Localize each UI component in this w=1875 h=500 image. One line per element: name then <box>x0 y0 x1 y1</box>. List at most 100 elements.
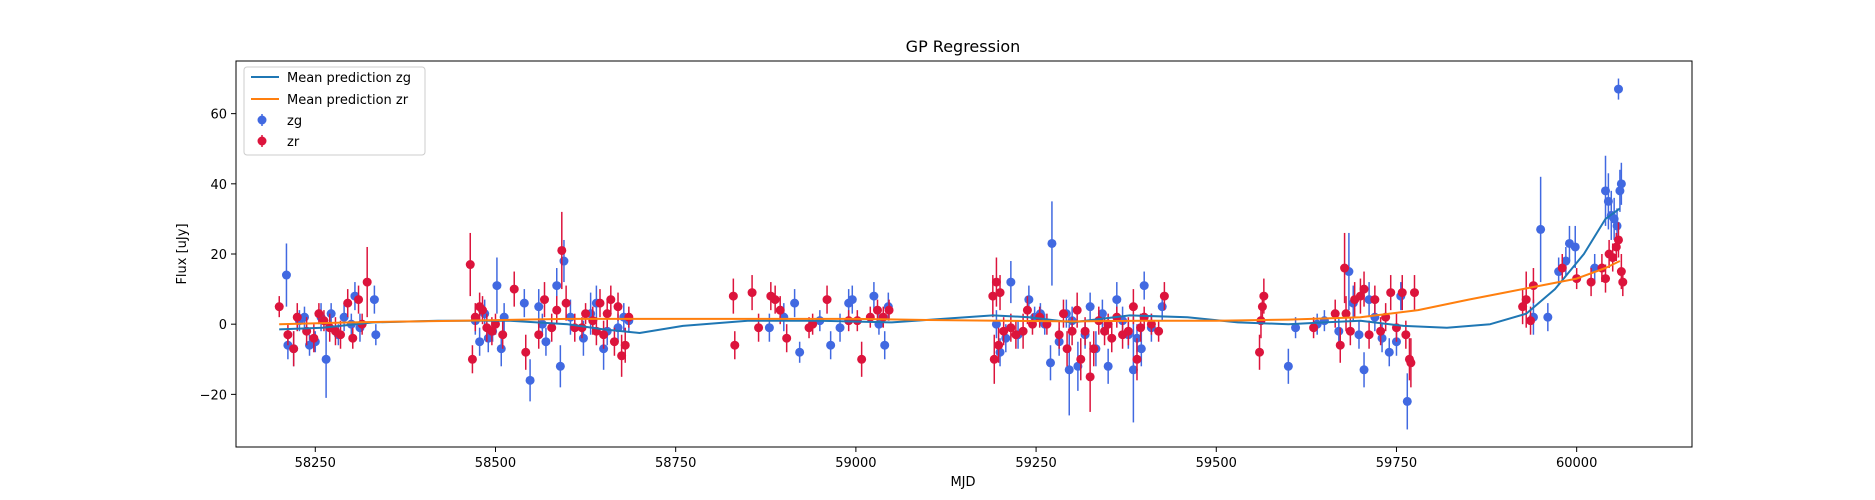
point-zr <box>730 340 740 350</box>
point-zr <box>1062 344 1072 354</box>
point-zr <box>498 330 508 340</box>
legend-label-zr: zr <box>287 135 300 150</box>
point-zr <box>1406 358 1416 368</box>
point-zg <box>1136 344 1146 354</box>
point-zg <box>565 312 575 322</box>
point-zg <box>1128 365 1138 375</box>
point-zg <box>1384 347 1394 357</box>
point-zg <box>371 330 381 340</box>
point-zr <box>1345 326 1355 336</box>
y-tick-label: 20 <box>210 248 227 263</box>
chart-title: GP Regression <box>906 37 1021 56</box>
legend-box <box>243 66 426 156</box>
point-zr <box>999 326 1009 336</box>
point-zr <box>1401 330 1411 340</box>
point-zr <box>873 305 883 315</box>
point-zr <box>1154 326 1164 336</box>
point-zg <box>1613 84 1623 94</box>
point-zg <box>339 312 349 322</box>
plot-content <box>274 78 1628 430</box>
point-zr <box>1340 263 1350 273</box>
point-zr <box>1058 309 1068 319</box>
point-zr <box>487 326 497 336</box>
point-zr <box>1618 277 1628 287</box>
point-zr <box>521 347 531 357</box>
x-axis-label: MJD <box>950 475 975 490</box>
point-zg <box>492 281 502 291</box>
point-zg <box>1047 238 1057 248</box>
point-zr <box>857 354 867 364</box>
point-zr <box>1586 277 1596 287</box>
point-zg <box>555 361 565 371</box>
y-tick-label: 40 <box>210 178 227 193</box>
x-tick-label: 59250 <box>1015 456 1056 471</box>
point-zg <box>1006 277 1016 287</box>
point-zr <box>989 354 999 364</box>
point-zr <box>354 295 364 305</box>
point-zr <box>539 295 549 305</box>
point-zr <box>552 305 562 315</box>
point-zr <box>1054 330 1064 340</box>
point-zr <box>1364 330 1374 340</box>
point-zr <box>1018 326 1028 336</box>
point-zr <box>782 333 792 343</box>
point-zr <box>599 330 609 340</box>
point-zr <box>1128 302 1138 312</box>
point-zr <box>808 319 818 329</box>
point-zr <box>509 284 519 294</box>
point-zr <box>547 323 557 333</box>
point-zg <box>1370 312 1380 322</box>
point-zg <box>525 375 535 385</box>
point-zr <box>728 291 738 301</box>
x-tick-label: 59750 <box>1376 456 1417 471</box>
point-zg <box>1612 221 1622 231</box>
point-zg <box>835 323 845 333</box>
point-zg <box>1064 365 1074 375</box>
point-zg <box>1359 365 1369 375</box>
point-zr <box>274 302 284 312</box>
point-zr <box>336 330 346 340</box>
point-zg <box>534 302 544 312</box>
point-zr <box>754 323 764 333</box>
point-zg <box>995 347 1005 357</box>
y-axis: −20 0 20 40 60 <box>200 108 236 403</box>
point-zr <box>595 298 605 308</box>
point-zg <box>1103 361 1113 371</box>
point-zr <box>1076 354 1086 364</box>
point-zr <box>613 302 623 312</box>
point-zg <box>1616 179 1626 189</box>
point-zr <box>1518 302 1528 312</box>
point-zr <box>283 330 293 340</box>
point-zr <box>1616 267 1626 277</box>
point-zr <box>1089 344 1099 354</box>
point-zr <box>620 340 630 350</box>
x-tick-label: 58500 <box>475 456 516 471</box>
point-zr <box>1521 295 1531 305</box>
point-zr <box>1397 288 1407 298</box>
point-zr <box>314 309 324 319</box>
point-zr <box>309 333 319 343</box>
point-zg <box>369 295 379 305</box>
point-zr <box>1526 316 1536 326</box>
point-zg <box>483 333 493 343</box>
point-zr <box>606 295 616 305</box>
point-zg <box>1291 323 1301 333</box>
legend-label-gp-zg: Mean prediction zg <box>287 71 411 86</box>
point-zr <box>1259 291 1269 301</box>
point-zg <box>847 295 857 305</box>
point-zr <box>1136 323 1146 333</box>
point-zr <box>1386 288 1396 298</box>
legend-marker-zg <box>257 115 267 125</box>
point-zr <box>1608 253 1618 263</box>
point-zg <box>991 319 1001 329</box>
point-zg <box>790 298 800 308</box>
x-tick-label: 59000 <box>835 456 876 471</box>
point-zg <box>795 347 805 357</box>
point-zg <box>1024 295 1034 305</box>
point-zr <box>995 288 1005 298</box>
point-zr <box>348 333 358 343</box>
point-zr <box>1257 302 1267 312</box>
point-zg <box>552 281 562 291</box>
point-zr <box>490 319 500 329</box>
point-zg <box>869 291 879 301</box>
